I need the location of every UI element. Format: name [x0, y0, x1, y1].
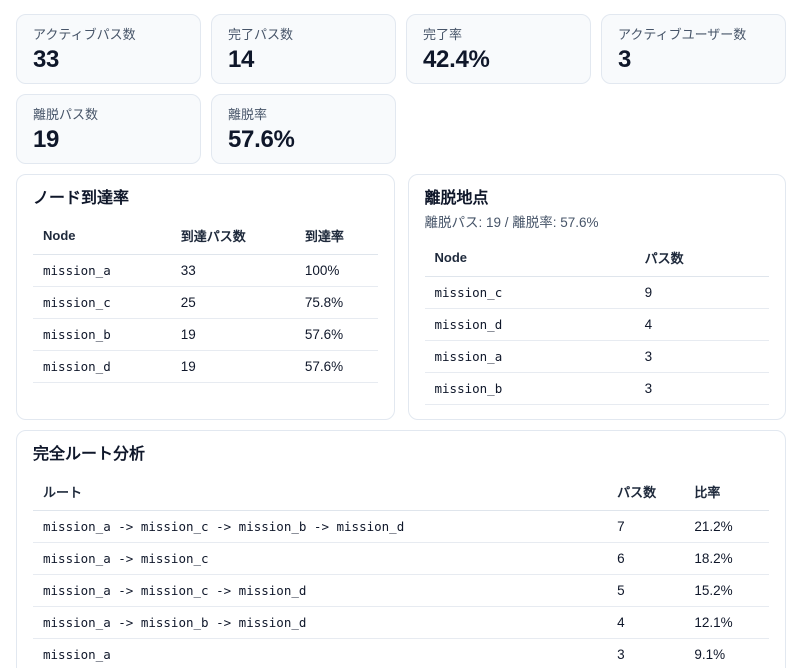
stat-value: 42.4%	[423, 46, 490, 73]
column-header-rate: 到達率	[294, 218, 378, 255]
column-header-count: パス数	[607, 474, 685, 511]
rate-cell: 100%	[294, 254, 378, 287]
table-row: mission_a 3 9.1%	[33, 638, 769, 668]
count-cell: 33	[170, 254, 295, 287]
count-cell: 25	[170, 286, 295, 319]
rate-cell: 57.6%	[294, 318, 378, 351]
stat-card-dropout-paths: 離脱パス数 19	[16, 94, 201, 164]
table-row: mission_a -> mission_c -> mission_d 5 15…	[33, 574, 769, 607]
route-cell: mission_a -> mission_c -> mission_d	[33, 574, 608, 607]
count-cell: 6	[607, 542, 685, 575]
node-cell: mission_d	[33, 350, 171, 383]
routes-panel: 完全ルート分析 ルート パス数 比率 mission_a -> mission_…	[16, 430, 786, 668]
table-row: mission_a -> mission_c -> mission_b -> m…	[33, 510, 769, 543]
dropout-summary: 離脱パス: 19 / 離脱率: 57.6%	[424, 215, 599, 230]
ratio-cell: 12.1%	[684, 606, 769, 639]
stat-label: アクティブパス数	[33, 27, 136, 42]
count-cell: 9	[634, 276, 769, 309]
count-cell: 3	[634, 372, 769, 405]
column-header-count: 到達パス数	[170, 218, 295, 255]
node-reach-panel: ノード到達率 Node 到達パス数 到達率 mission_a 33 100%	[16, 174, 395, 420]
stat-label: 完了率	[423, 27, 463, 42]
column-header-ratio: 比率	[684, 474, 769, 511]
dropout-table: Node パス数 mission_c 9 mission_d 4 mission…	[424, 240, 769, 405]
table-row: mission_c 25 75.8%	[33, 286, 378, 319]
dropout-panel: 離脱地点 離脱パス: 19 / 離脱率: 57.6% Node パス数 miss…	[407, 174, 786, 420]
count-cell: 3	[634, 340, 769, 373]
table-header-row: Node 到達パス数 到達率	[33, 218, 378, 255]
ratio-cell: 9.1%	[684, 638, 769, 668]
column-header-route: ルート	[33, 474, 608, 511]
panel-title: 完全ルート分析	[33, 446, 146, 463]
column-header-count: パス数	[634, 240, 769, 277]
stat-label: 離脱率	[228, 107, 268, 122]
node-cell: mission_a	[424, 340, 635, 373]
stat-value: 19	[33, 126, 60, 153]
stat-label: 離脱パス数	[33, 107, 99, 122]
panel-title: 離脱地点	[424, 190, 489, 207]
stat-value: 14	[228, 46, 255, 73]
table-row: mission_b 19 57.6%	[33, 318, 378, 351]
ratio-cell: 18.2%	[684, 542, 769, 575]
count-cell: 4	[607, 606, 685, 639]
table-row: mission_d 19 57.6%	[33, 350, 378, 383]
node-cell: mission_a	[33, 254, 171, 287]
middle-panels: ノード到達率 Node 到達パス数 到達率 mission_a 33 100%	[16, 174, 786, 420]
table-row: mission_a 3	[424, 340, 769, 373]
route-cell: mission_a -> mission_c	[33, 542, 608, 575]
table-row: mission_a -> mission_b -> mission_d 4 12…	[33, 606, 769, 639]
stat-card-completed-paths: 完了パス数 14	[211, 14, 396, 84]
count-cell: 4	[634, 308, 769, 341]
stat-label: 完了パス数	[228, 27, 294, 42]
node-cell: mission_b	[33, 318, 171, 351]
ratio-cell: 15.2%	[684, 574, 769, 607]
stat-card-active-paths: アクティブパス数 33	[16, 14, 201, 84]
rate-cell: 75.8%	[294, 286, 378, 319]
stat-value: 57.6%	[228, 126, 295, 153]
column-header-node: Node	[33, 218, 171, 255]
panel-title: ノード到達率	[33, 190, 130, 207]
count-cell: 19	[170, 350, 295, 383]
stat-label: アクティブユーザー数	[618, 27, 747, 42]
table-row: mission_a -> mission_c 6 18.2%	[33, 542, 769, 575]
rate-cell: 57.6%	[294, 350, 378, 383]
node-cell: mission_d	[424, 308, 635, 341]
stats-grid: アクティブパス数 33 完了パス数 14 完了率 42.4% アクティブユーザー…	[16, 14, 786, 164]
table-row: mission_a 33 100%	[33, 254, 378, 287]
count-cell: 7	[607, 510, 685, 543]
count-cell: 19	[170, 318, 295, 351]
table-header-row: ルート パス数 比率	[33, 474, 769, 511]
count-cell: 5	[607, 574, 685, 607]
table-row: mission_d 4	[424, 308, 769, 341]
stat-card-dropout-rate: 離脱率 57.6%	[211, 94, 396, 164]
node-cell: mission_c	[33, 286, 171, 319]
route-cell: mission_a -> mission_b -> mission_d	[33, 606, 608, 639]
ratio-cell: 21.2%	[684, 510, 769, 543]
stat-value: 33	[33, 46, 60, 73]
column-header-node: Node	[424, 240, 635, 277]
table-header-row: Node パス数	[424, 240, 769, 277]
stat-value: 3	[618, 46, 632, 73]
table-row: mission_c 9	[424, 276, 769, 309]
node-reach-table: Node 到達パス数 到達率 mission_a 33 100% mission…	[33, 218, 378, 383]
stat-card-active-users: アクティブユーザー数 3	[601, 14, 786, 84]
count-cell: 3	[607, 638, 685, 668]
stat-card-completion-rate: 完了率 42.4%	[406, 14, 591, 84]
node-cell: mission_c	[424, 276, 635, 309]
table-row: mission_b 3	[424, 372, 769, 405]
route-cell: mission_a	[33, 638, 608, 668]
node-cell: mission_b	[424, 372, 635, 405]
route-cell: mission_a -> mission_c -> mission_b -> m…	[33, 510, 608, 543]
routes-table: ルート パス数 比率 mission_a -> mission_c -> mis…	[33, 474, 769, 668]
